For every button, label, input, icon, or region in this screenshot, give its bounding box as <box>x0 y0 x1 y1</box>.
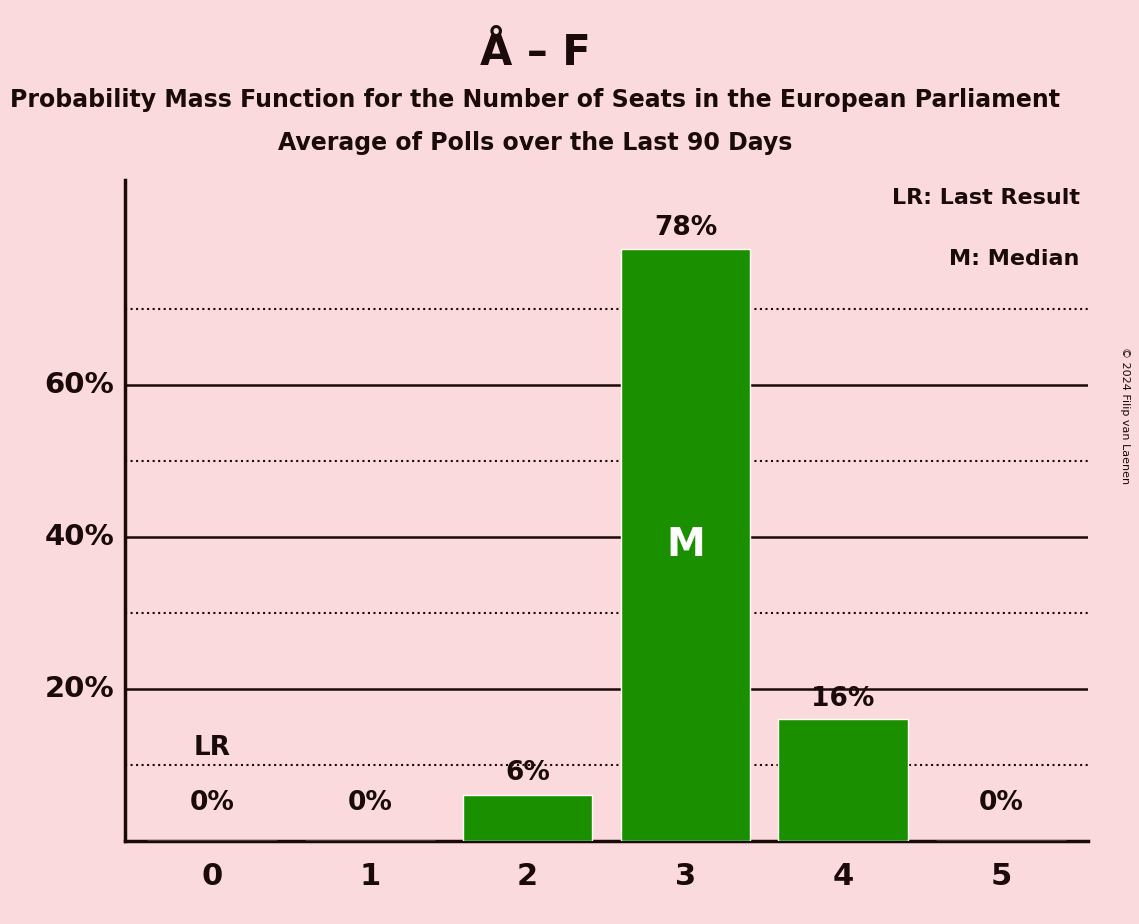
Text: LR: Last Result: LR: Last Result <box>892 188 1080 208</box>
Text: 16%: 16% <box>811 686 875 711</box>
Bar <box>462 796 592 841</box>
Text: 78%: 78% <box>654 215 718 241</box>
Text: M: Median: M: Median <box>950 249 1080 269</box>
Text: LR: LR <box>194 736 230 761</box>
Text: M: M <box>666 526 705 564</box>
Text: 40%: 40% <box>44 523 114 551</box>
Text: 20%: 20% <box>44 675 114 703</box>
Text: 0%: 0% <box>347 790 392 816</box>
Text: Average of Polls over the Last 90 Days: Average of Polls over the Last 90 Days <box>278 131 793 155</box>
Text: © 2024 Filip van Laenen: © 2024 Filip van Laenen <box>1121 347 1130 484</box>
Text: Probability Mass Function for the Number of Seats in the European Parliament: Probability Mass Function for the Number… <box>10 88 1060 112</box>
Text: Å – F: Å – F <box>480 32 591 74</box>
Text: 60%: 60% <box>44 371 114 399</box>
Bar <box>621 249 751 841</box>
Text: 6%: 6% <box>506 760 550 786</box>
Text: 0%: 0% <box>189 790 235 816</box>
Text: 0%: 0% <box>978 790 1024 816</box>
Bar <box>778 720 908 841</box>
